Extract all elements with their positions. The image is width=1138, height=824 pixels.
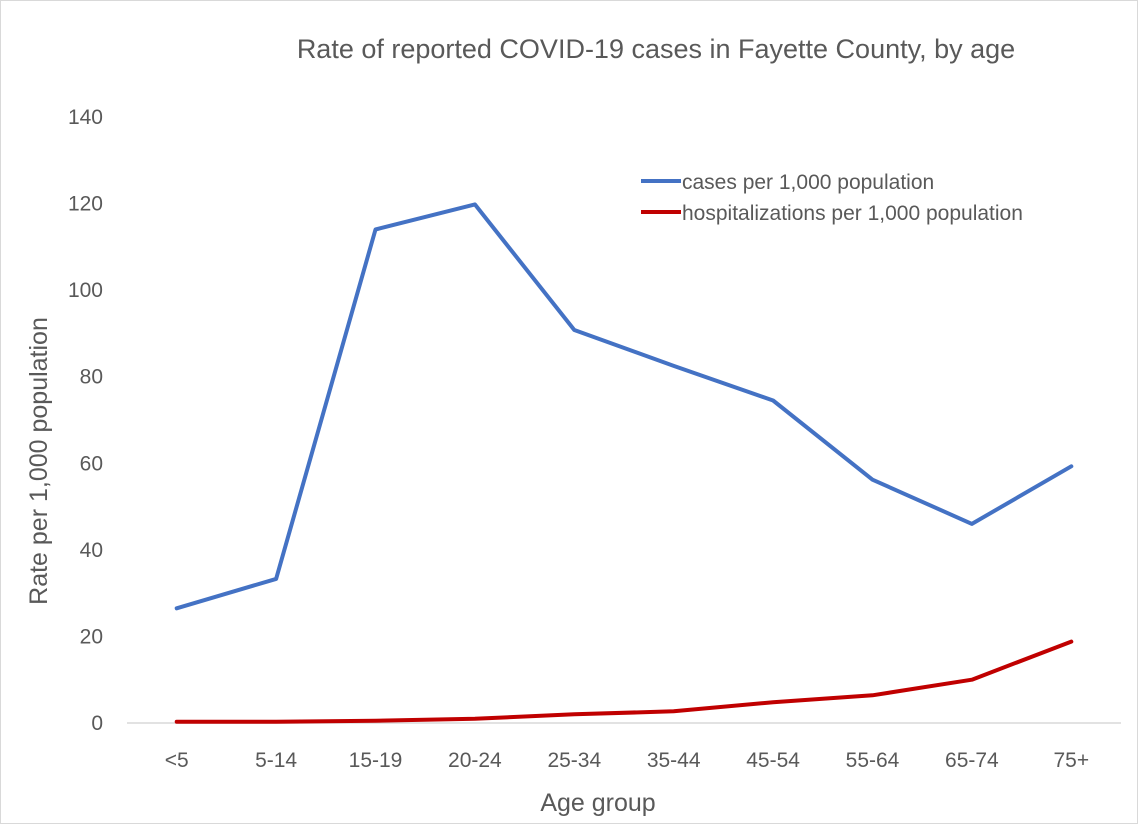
- x-tick-labels: <5 5-14 15-19 20-24 25-34 35-44 45-54 55-64 65-7…: [165, 749, 1089, 772]
- x-tick-label: 15-19: [349, 749, 403, 772]
- y-tick-label: 40: [80, 539, 103, 562]
- y-tick-labels: 0 20 40 60 80 100 120 140: [68, 106, 103, 735]
- x-tick-label: 55-64: [846, 749, 900, 772]
- x-axis-title: Age group: [540, 789, 655, 817]
- y-tick-label: 140: [68, 106, 103, 129]
- x-tick-label: <5: [165, 749, 189, 772]
- x-tick-label: 75+: [1053, 749, 1089, 772]
- x-tick-label: 25-34: [547, 749, 601, 772]
- y-tick-label: 100: [68, 279, 103, 302]
- series-lines: [174, 202, 1074, 724]
- legend-label-hospitalizations: hospitalizations per 1,000 population: [682, 202, 1023, 225]
- chart-title: Rate of reported COVID-19 cases in Fayet…: [297, 34, 1015, 64]
- hospitalizations-series-line: [174, 639, 1074, 724]
- x-tick-label: 5-14: [255, 749, 297, 772]
- cases-series-line: [174, 202, 1074, 611]
- y-tick-label: 120: [68, 193, 103, 216]
- legend-label-cases: cases per 1,000 population: [682, 171, 934, 194]
- y-tick-label: 20: [80, 625, 103, 648]
- y-tick-label: 60: [80, 452, 103, 475]
- legend: cases per 1,000 population hospitalizati…: [641, 171, 1023, 225]
- y-tick-label: 0: [91, 712, 103, 735]
- y-axis-title: Rate per 1,000 population: [25, 317, 53, 605]
- x-tick-label: 20-24: [448, 749, 502, 772]
- x-tick-label: 35-44: [647, 749, 701, 772]
- y-tick-label: 80: [80, 366, 103, 389]
- x-tick-label: 45-54: [746, 749, 800, 772]
- x-tick-label: 65-74: [945, 749, 999, 772]
